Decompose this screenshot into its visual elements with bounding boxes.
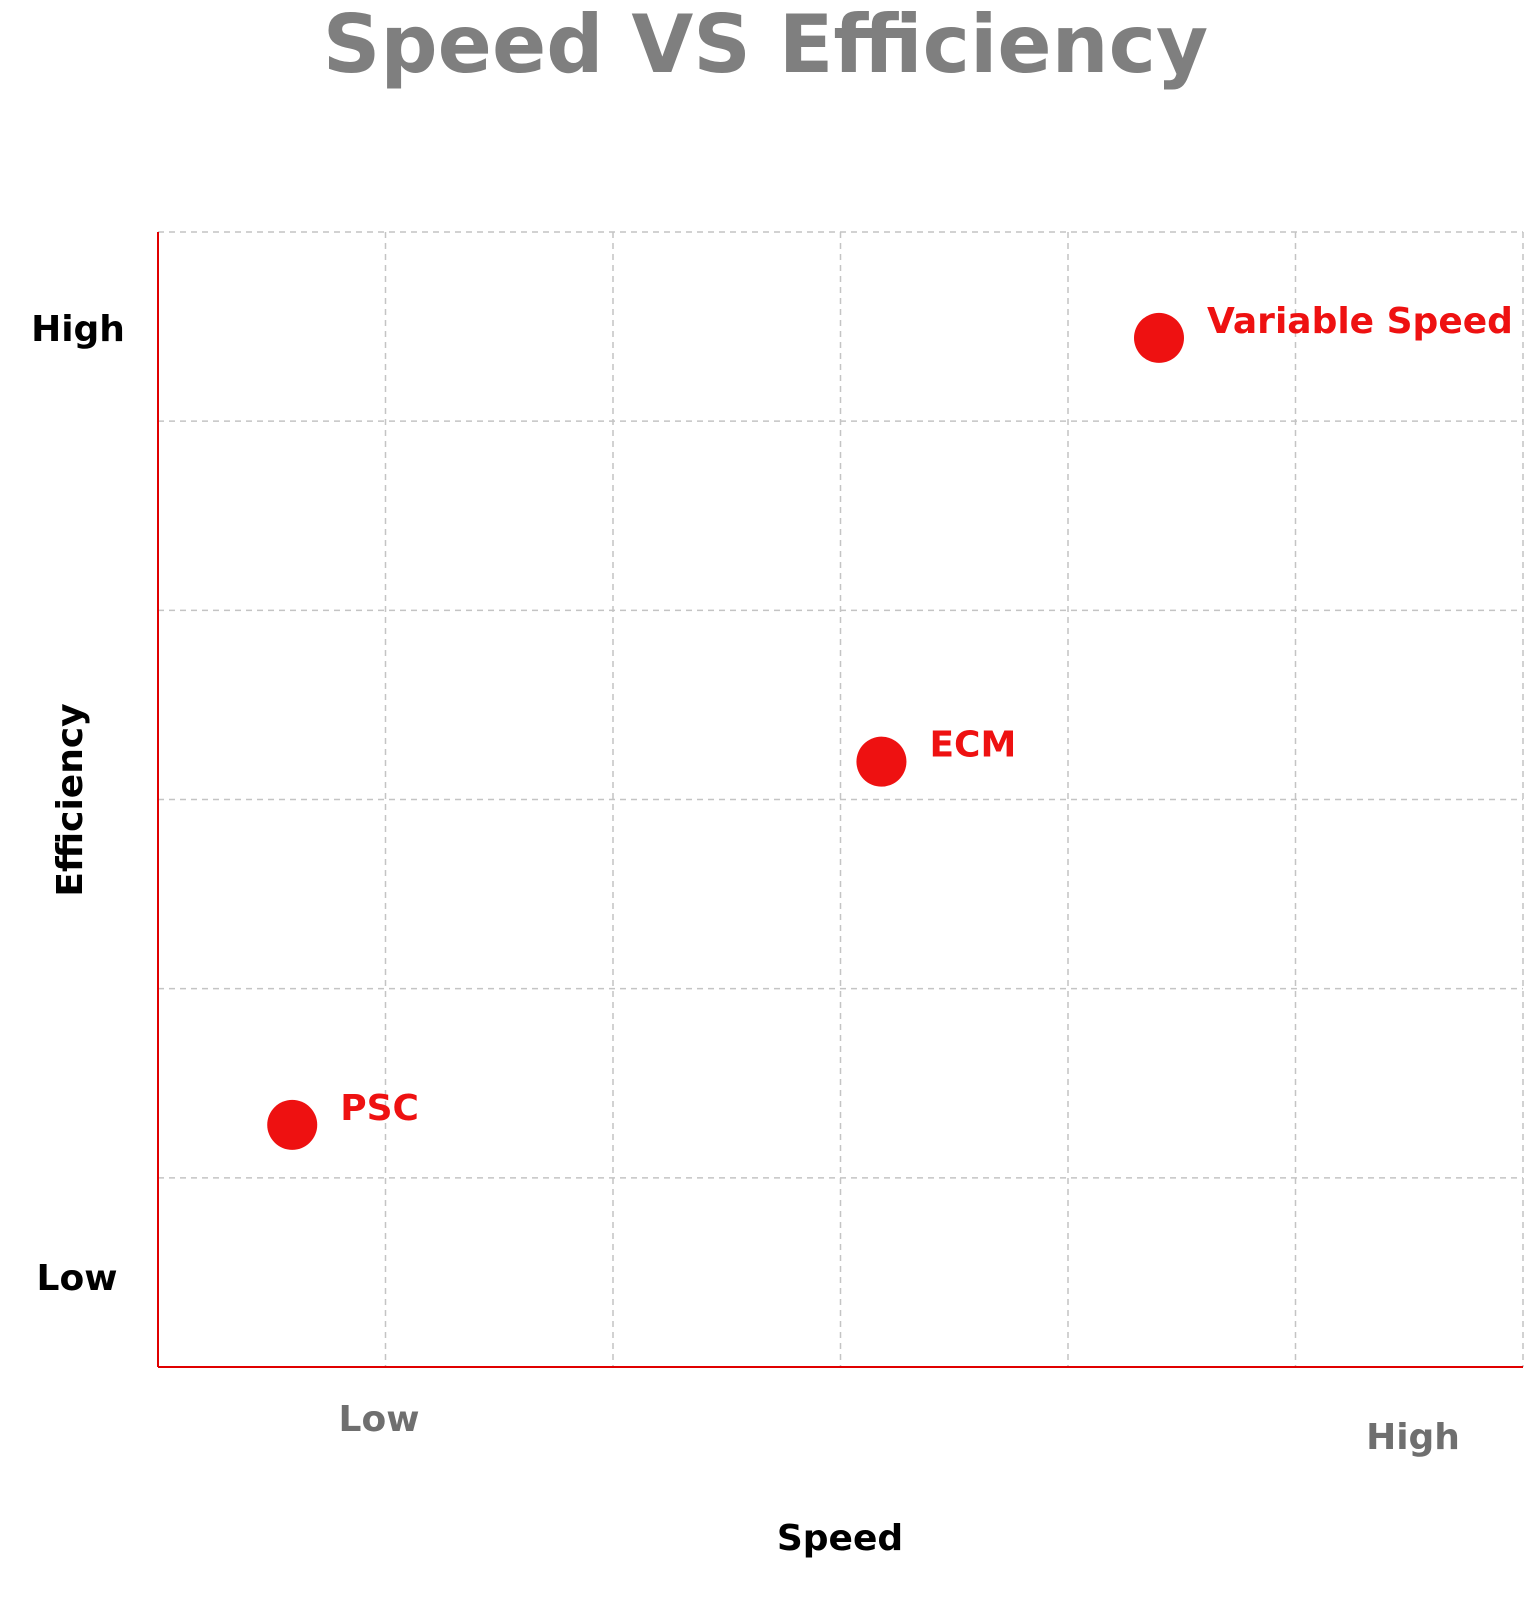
chart-title: Speed VS Efficiency <box>322 0 1209 91</box>
data-point <box>267 1099 318 1150</box>
data-point-label: ECM <box>929 725 1016 766</box>
data-point-label: Variable Speed <box>1207 301 1513 342</box>
y-tick-label-high: High <box>31 309 125 350</box>
data-point <box>856 736 907 787</box>
y-axis-title: Efficiency <box>50 703 91 896</box>
data-point <box>1134 312 1184 363</box>
y-tick-label-low: Low <box>37 1258 118 1299</box>
grid-lines <box>158 231 1524 1367</box>
data-points: PSC ECM Variable Speed <box>267 301 1513 1150</box>
x-tick-label-high: High <box>1366 1417 1460 1458</box>
x-axis-title: Speed <box>777 1518 903 1559</box>
data-point-label: PSC <box>340 1088 419 1129</box>
x-tick-label-low: Low <box>339 1399 420 1440</box>
